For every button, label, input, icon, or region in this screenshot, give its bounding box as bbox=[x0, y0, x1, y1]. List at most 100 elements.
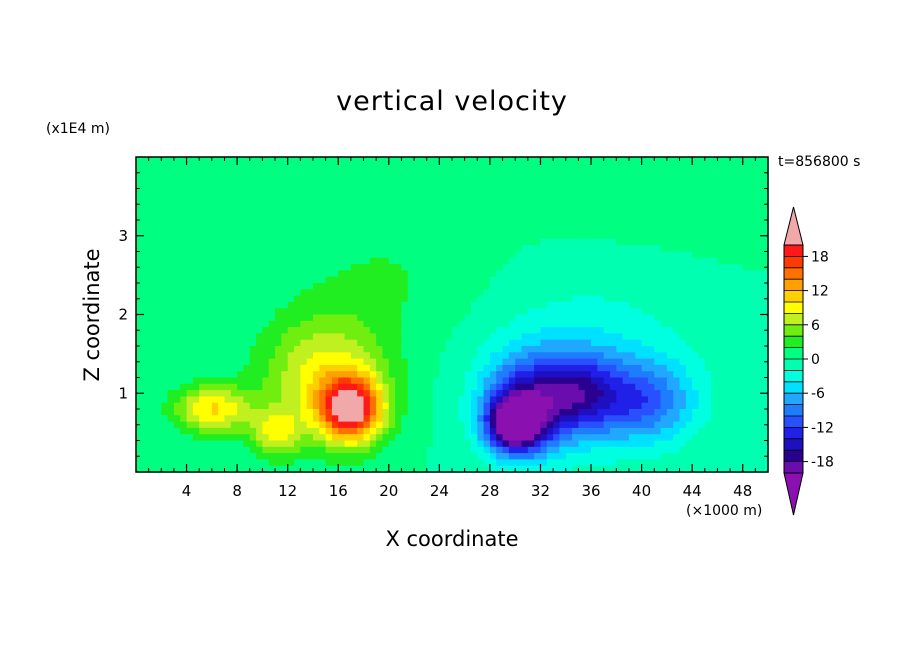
contour-cell bbox=[565, 459, 573, 467]
contour-cell bbox=[414, 371, 421, 379]
contour-cell bbox=[243, 232, 251, 240]
contour-cell bbox=[647, 358, 655, 366]
contour-cell bbox=[388, 339, 396, 347]
contour-cell bbox=[433, 194, 440, 202]
contour-cell bbox=[211, 314, 219, 322]
contour-cell bbox=[350, 409, 358, 416]
contour-cell bbox=[603, 421, 611, 429]
contour-cell bbox=[527, 358, 535, 366]
contour-cell bbox=[755, 163, 763, 171]
contour-cell bbox=[388, 390, 396, 397]
contour-cell bbox=[704, 238, 712, 246]
contour-cell bbox=[711, 346, 719, 353]
contour-cell bbox=[508, 213, 516, 221]
contour-cell bbox=[344, 339, 352, 347]
contour-cell bbox=[685, 264, 693, 271]
contour-cell bbox=[294, 453, 301, 460]
contour-cell bbox=[167, 465, 175, 473]
contour-cell bbox=[692, 169, 700, 177]
contour-cell bbox=[180, 283, 188, 290]
contour-cell bbox=[249, 175, 257, 183]
contour-cell bbox=[401, 182, 409, 190]
contour-cell bbox=[154, 465, 162, 473]
contour-cell bbox=[540, 270, 548, 278]
contour-cell bbox=[534, 182, 542, 190]
contour-cell bbox=[711, 175, 719, 183]
contour-cell bbox=[300, 276, 308, 284]
contour-cell bbox=[692, 371, 700, 379]
contour-cell bbox=[521, 194, 529, 202]
contour-cell bbox=[401, 396, 409, 404]
contour-cell bbox=[679, 377, 687, 385]
contour-cell bbox=[470, 446, 478, 454]
contour-cell bbox=[306, 409, 314, 416]
contour-cell bbox=[654, 390, 662, 397]
contour-cell bbox=[521, 409, 529, 416]
contour-cell bbox=[268, 220, 276, 227]
contour-cell bbox=[173, 377, 181, 385]
contour-cell bbox=[211, 169, 219, 177]
contour-cell bbox=[502, 459, 510, 467]
contour-cell bbox=[192, 283, 200, 290]
contour-cell bbox=[477, 402, 485, 410]
contour-cell bbox=[628, 301, 636, 309]
contour-cell bbox=[711, 383, 719, 391]
contour-cell bbox=[382, 346, 390, 353]
contour-cell bbox=[723, 207, 731, 215]
contour-cell bbox=[331, 257, 339, 265]
contour-cell bbox=[622, 427, 630, 435]
contour-cell bbox=[572, 251, 579, 259]
contour-cell bbox=[205, 421, 213, 429]
contour-cell bbox=[673, 465, 681, 473]
contour-cell bbox=[300, 415, 308, 423]
contour-cell bbox=[749, 421, 756, 429]
contour-cell bbox=[142, 295, 150, 303]
contour-cell bbox=[192, 434, 200, 442]
contour-cell bbox=[654, 465, 662, 473]
contour-cell bbox=[382, 377, 390, 385]
contour-cell bbox=[578, 188, 586, 196]
contour-cell bbox=[723, 283, 731, 290]
contour-cell bbox=[186, 289, 194, 297]
contour-cell bbox=[603, 459, 611, 467]
contour-cell bbox=[426, 245, 434, 253]
contour-cell bbox=[730, 257, 737, 265]
contour-cell bbox=[312, 402, 320, 410]
contour-cell bbox=[382, 402, 390, 410]
contour-cell bbox=[660, 453, 668, 460]
contour-cell bbox=[237, 283, 245, 290]
contour-cell bbox=[692, 245, 700, 253]
contour-cell bbox=[433, 346, 440, 353]
contour-cell bbox=[755, 415, 763, 423]
contour-cell bbox=[154, 251, 162, 259]
contour-cell bbox=[546, 201, 554, 208]
contour-cell bbox=[420, 251, 428, 259]
contour-cell bbox=[401, 289, 409, 297]
contour-cell bbox=[445, 409, 453, 416]
contour-cell bbox=[161, 333, 169, 341]
contour-cell bbox=[344, 201, 352, 208]
contour-cell bbox=[262, 377, 270, 385]
contour-cell bbox=[540, 207, 548, 215]
contour-cell bbox=[755, 264, 763, 271]
contour-cell bbox=[192, 459, 200, 467]
contour-cell bbox=[534, 301, 542, 309]
contour-cell bbox=[489, 446, 497, 454]
contour-cell bbox=[452, 169, 459, 177]
contour-cell bbox=[483, 320, 491, 328]
contour-cell bbox=[477, 396, 485, 404]
contour-cell bbox=[704, 308, 712, 316]
contour-cell bbox=[224, 364, 232, 372]
contour-cell bbox=[173, 201, 181, 208]
contour-cell bbox=[565, 396, 573, 404]
contour-cell bbox=[572, 207, 579, 215]
contour-cell bbox=[711, 390, 719, 397]
contour-cell bbox=[736, 169, 744, 177]
contour-cell bbox=[723, 188, 731, 196]
contour-cell bbox=[572, 276, 579, 284]
contour-cell bbox=[161, 226, 169, 234]
contour-cell bbox=[761, 339, 769, 347]
contour-cell bbox=[559, 371, 567, 379]
contour-cell bbox=[344, 415, 352, 423]
contour-cell bbox=[717, 390, 725, 397]
